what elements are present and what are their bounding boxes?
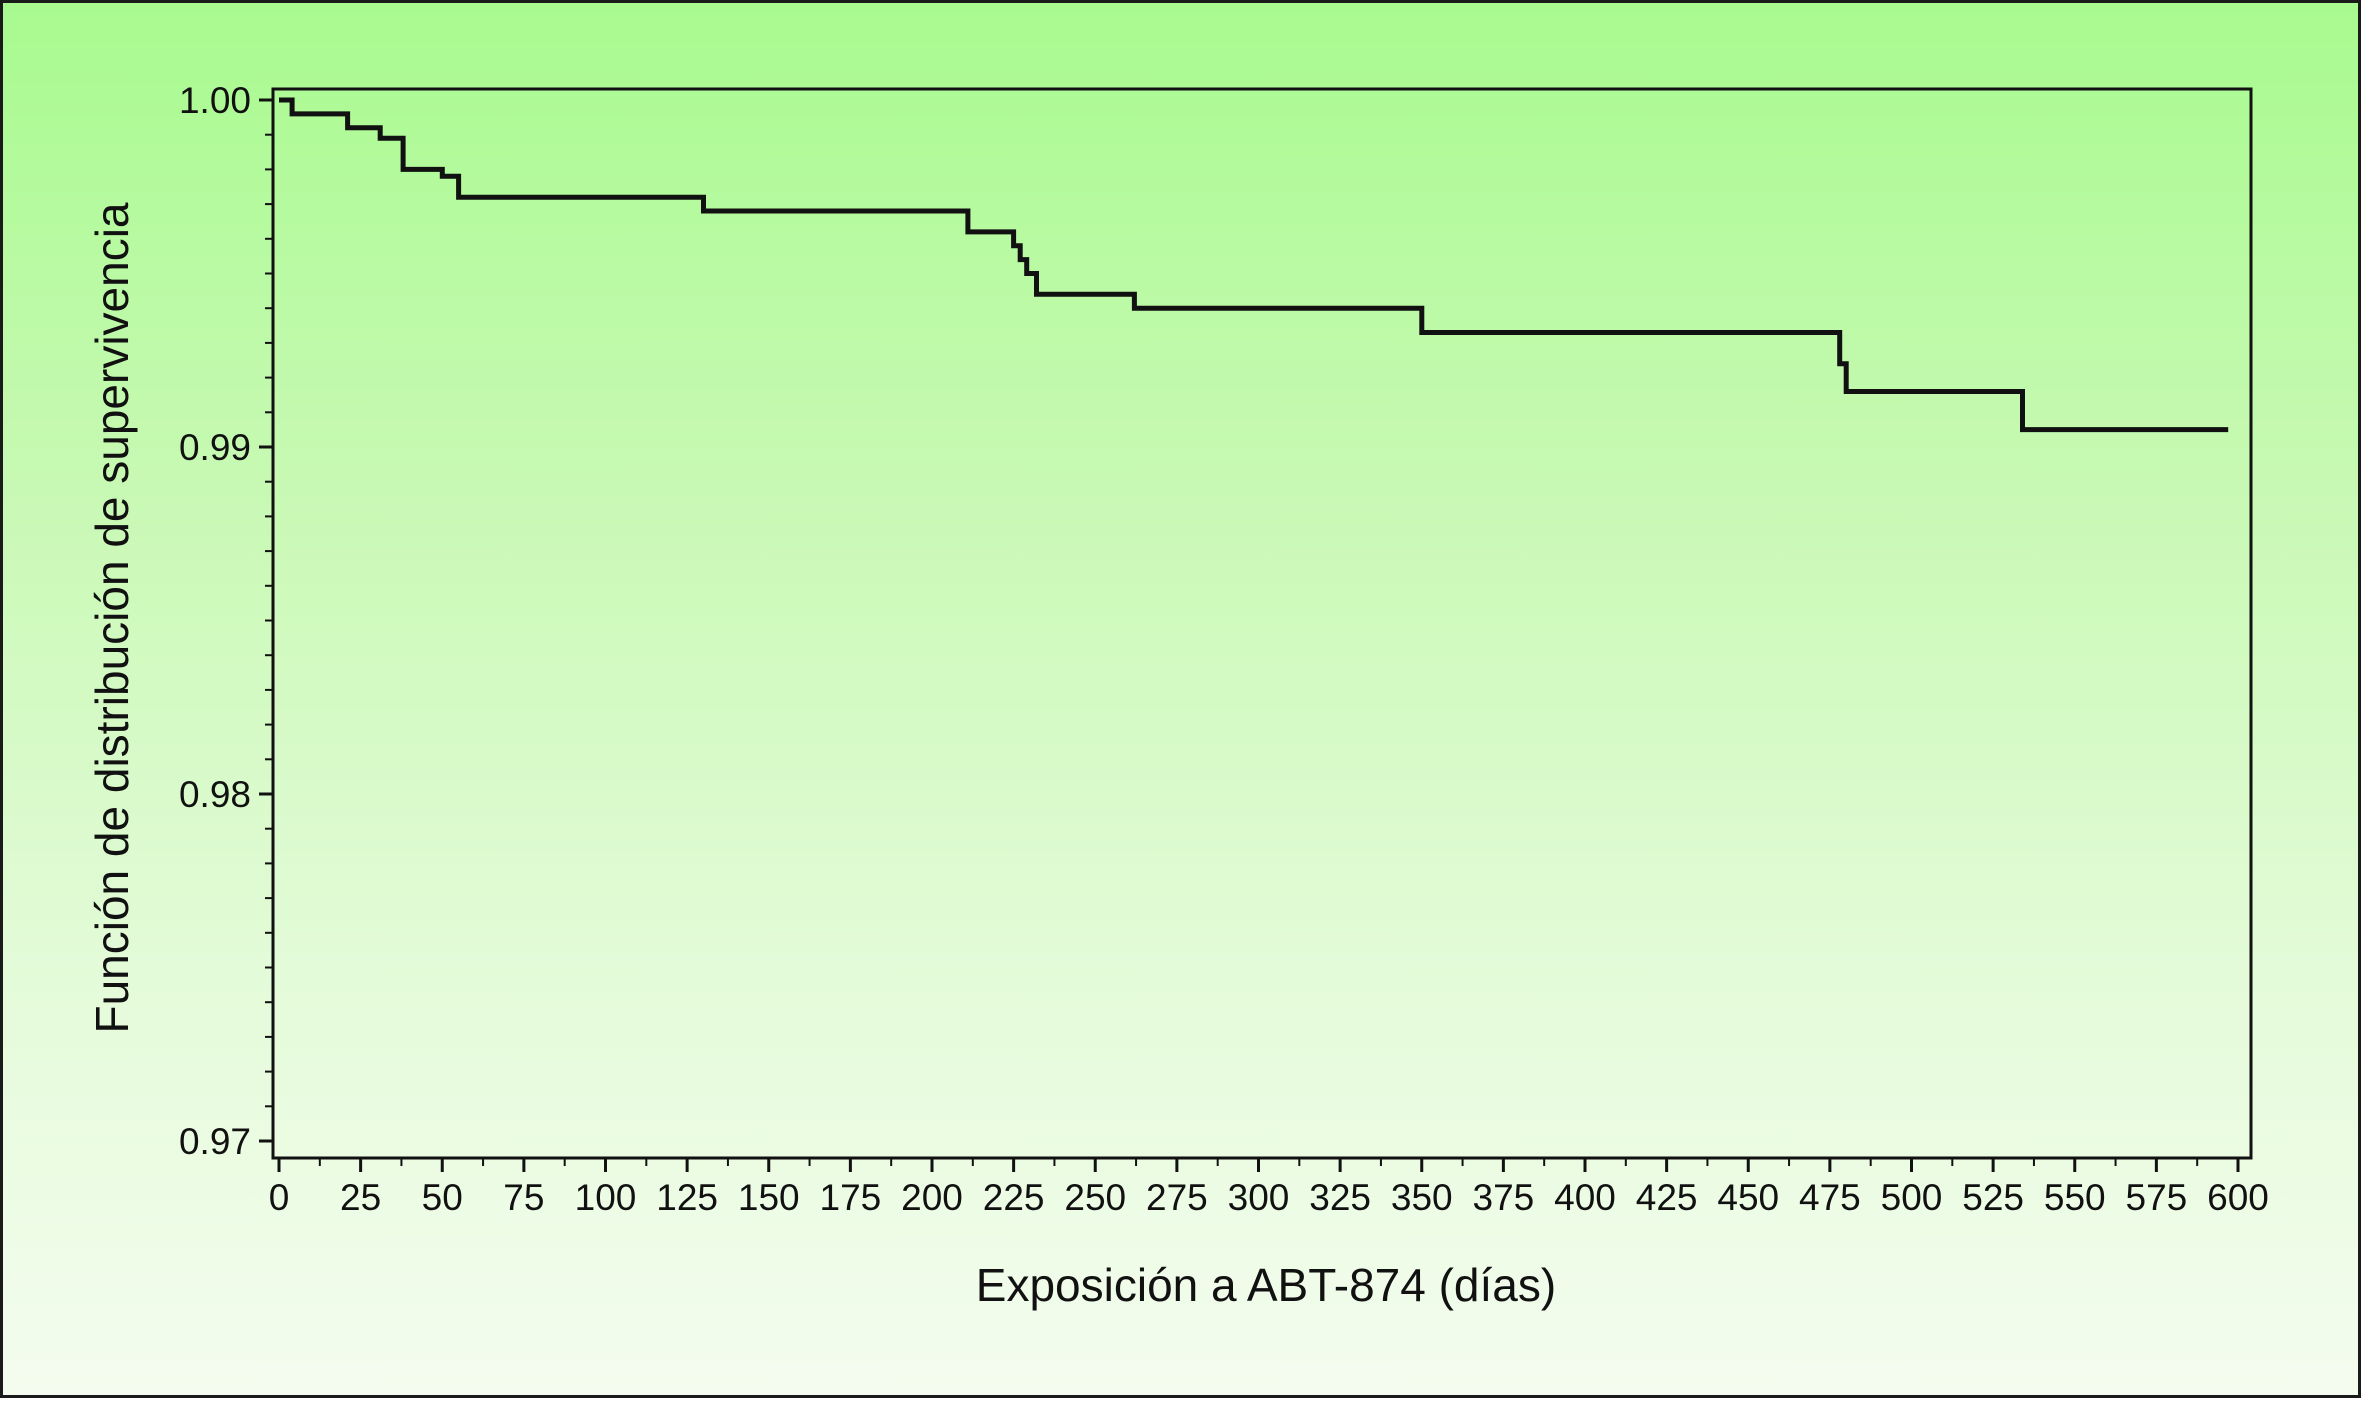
x-tick-label: 550	[2044, 1177, 2106, 1218]
y-axis-label: Función de distribución de supervivencia	[86, 202, 138, 1033]
x-tick-label: 75	[503, 1177, 544, 1218]
y-minor-ticks	[265, 133, 273, 1108]
x-tick-label: 500	[1881, 1177, 1943, 1218]
x-axis-label: Exposición a ABT-874 (días)	[976, 1259, 1556, 1311]
x-tick-label: 125	[656, 1177, 718, 1218]
y-axis-ticks: 0.97 0.98 0.99 1.00	[179, 80, 273, 1162]
x-tick-label: 475	[1799, 1177, 1861, 1218]
x-tick-label: 575	[2126, 1177, 2188, 1218]
y-tick-label: 0.98	[179, 774, 251, 815]
survival-step-line	[279, 97, 2229, 433]
x-tick-label: 250	[1064, 1177, 1126, 1218]
x-tick-label: 100	[575, 1177, 637, 1218]
y-tick-label: 0.99	[179, 427, 251, 468]
x-tick-label: 0	[269, 1177, 290, 1218]
x-tick-label: 175	[820, 1177, 882, 1218]
plot-area	[271, 87, 2253, 1160]
survival-series	[279, 97, 2229, 433]
x-tick-label: 450	[1717, 1177, 1779, 1218]
x-minor-ticks	[318, 1158, 2199, 1166]
y-tick-label: 1.00	[179, 80, 251, 121]
x-tick-label: 325	[1309, 1177, 1371, 1218]
x-tick-label: 150	[738, 1177, 800, 1218]
x-tick-label: 50	[422, 1177, 463, 1218]
x-tick-label: 25	[340, 1177, 381, 1218]
x-tick-label: 225	[983, 1177, 1045, 1218]
x-tick-label: 400	[1554, 1177, 1616, 1218]
y-tick-label: 0.97	[179, 1121, 251, 1162]
x-axis-ticks: 0 25 50 75 100 125 150 175 200 225 250 275 300 325 350…	[269, 1158, 2269, 1218]
x-tick-label: 300	[1228, 1177, 1290, 1218]
x-tick-label: 350	[1391, 1177, 1453, 1218]
x-tick-label: 275	[1146, 1177, 1208, 1218]
x-tick-label: 200	[901, 1177, 963, 1218]
x-tick-label: 375	[1473, 1177, 1535, 1218]
x-tick-label: 525	[1962, 1177, 2024, 1218]
x-tick-label: 425	[1636, 1177, 1698, 1218]
survival-chart: 0.97 0.98 0.99 1.00 0 25 50 75 100 125 150 175 200 2…	[86, 80, 2269, 1311]
x-tick-label: 600	[2207, 1177, 2269, 1218]
